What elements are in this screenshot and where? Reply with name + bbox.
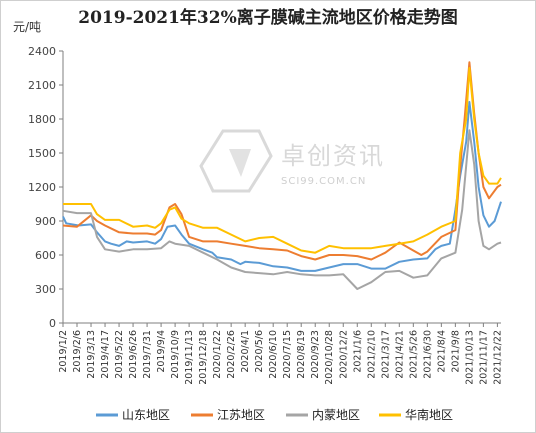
legend-label-1: 山东地区 [122,408,170,422]
y-tick-label: 1500 [28,147,56,160]
watermark-url-text: SCI99.COM.CN [281,176,366,187]
x-tick-label: 2019/6/26 [128,330,139,379]
x-tick-label: 2021/5/26 [408,330,419,379]
x-tick-label: 2019/4/17 [100,330,111,379]
x-tick-label: 2019/7/31 [142,330,153,379]
series-line-2 [62,61,502,261]
y-tick-label: 2400 [28,45,56,58]
x-tick-label: 2019/3/13 [86,330,97,379]
x-tick-label: 2021/11/17 [478,330,489,385]
x-tick-label: 2021/6/30 [422,330,433,379]
x-tick-label: 2021/9/8 [450,330,461,373]
y-tick-label: 2100 [28,79,56,92]
x-tick-label: 2019/9/4 [156,330,167,373]
x-tick-label: 2020/7/15 [282,330,293,379]
x-tick-label: 2019/1/2 [58,330,69,373]
x-tick-label: 2020/2/26 [226,330,237,379]
x-tick-label: 2020/1/22 [212,330,223,379]
x-tick-label: 2020/8/19 [296,330,307,379]
x-tick-label: 2021/4/21 [394,330,405,379]
x-tick-label: 2021/12/22 [492,330,503,385]
y-axis-unit-label: 元/吨 [13,20,41,34]
x-tick-label: 2019/12/18 [198,330,209,385]
x-tick-label: 2021/1/6 [352,330,363,373]
x-tick-label: 2020/5/6 [254,330,265,373]
x-tick-label: 2020/6/10 [268,330,279,379]
y-tick-label: 1800 [28,113,56,126]
legend-label-4: 华南地区 [405,407,453,422]
chart-title: 2019-2021年32%离子膜碱主流地区价格走势图 [78,7,458,28]
watermark-logo: 卓创资讯 SCI99.COM.CN [199,129,385,193]
x-tick-label: 2021/10/13 [464,330,475,385]
x-tick-label: 2019/2/6 [72,330,83,373]
x-tick-label: 2019/10/9 [170,330,181,379]
x-tick-label: 2020/9/23 [310,330,321,379]
y-tick-label: 900 [35,215,56,228]
series-line-3 [62,129,502,290]
x-tick-label: 2020/10/28 [324,330,335,385]
x-tick-label: 2021/8/4 [436,330,447,373]
watermark-emblem-icon [199,129,273,193]
y-tick-label: 600 [35,249,56,262]
x-tick-label: 2020/4/1 [240,330,251,373]
series-layer [62,61,502,290]
chart-legend: 山东地区 江苏地区 内蒙地区 华南地区 [96,407,453,422]
x-tick-label: 2019/11/13 [184,330,195,385]
y-tick-label: 0 [49,317,56,330]
x-tick-label: 2020/12/2 [338,330,349,379]
series-line-4 [63,67,502,254]
x-tick-label: 2021/2/10 [366,330,377,379]
y-tick-label: 1200 [28,181,56,194]
watermark-brand-text: 卓创资讯 [281,142,385,170]
legend-label-3: 内蒙地区 [312,408,360,422]
x-tick-label: 2019/5/22 [114,330,125,379]
y-tick-label: 300 [35,283,56,296]
legend-label-2: 江苏地区 [217,408,265,422]
x-tick-label: 2021/3/17 [380,330,391,379]
